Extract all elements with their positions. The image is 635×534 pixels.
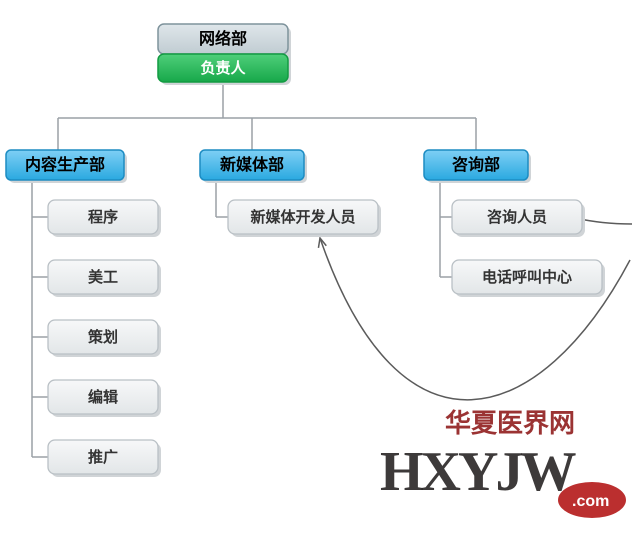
leaf-label-program: 程序 (88, 208, 118, 226)
leaf-label-plan: 策划 (87, 328, 118, 346)
curve-group (318, 216, 632, 400)
dept-title-content: 内容生产部 (25, 155, 105, 174)
watermark: 华夏医界网HXYJW.com (380, 408, 626, 518)
leaf-label-callcenter: 电话呼叫中心 (482, 268, 572, 286)
leaf-label-art: 美工 (88, 268, 118, 286)
leaf-label-promo: 推广 (88, 448, 118, 466)
leaf-label-edit: 编辑 (88, 388, 118, 406)
watermark-big: HXYJW (380, 441, 576, 503)
watermark-cn: 华夏医界网 (445, 408, 575, 438)
dept-title-consult: 咨询部 (452, 155, 500, 174)
watermark-com: .com (572, 493, 609, 510)
root-title: 网络部 (199, 29, 247, 48)
dept-title-newmedia: 新媒体部 (220, 155, 284, 174)
root-subtitle: 负责人 (200, 59, 246, 77)
leaf-label-newmedia-dev: 新媒体开发人员 (250, 208, 355, 226)
leaf-label-consult-staff: 咨询人员 (487, 208, 547, 226)
org-chart: 网络部负责人内容生产部程序美工策划编辑推广 新媒体部新媒体开发人员 咨询部咨询人员电… (0, 0, 635, 534)
